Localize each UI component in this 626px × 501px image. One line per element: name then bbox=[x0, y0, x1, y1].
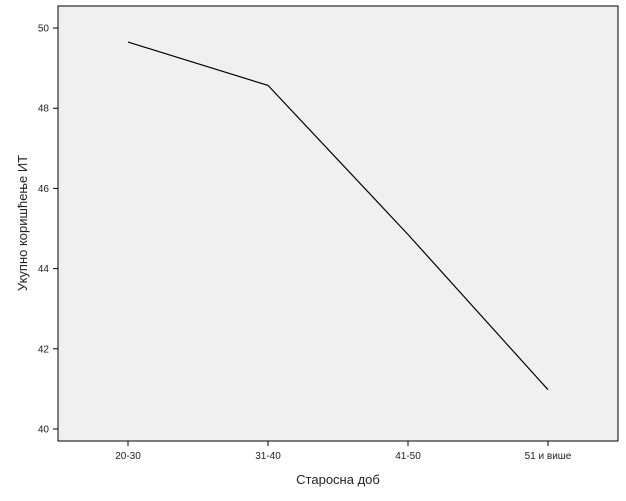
plot-area bbox=[57, 5, 619, 442]
series-line bbox=[127, 41, 549, 391]
x-axis-title: Старосна доб bbox=[296, 472, 380, 487]
y-axis-title: Укупно коришћење ИТ bbox=[15, 155, 30, 291]
x-tick-label: 20-30 bbox=[115, 451, 141, 462]
x-tick-label: 51 и више bbox=[525, 451, 572, 462]
y-tick-label: 42 bbox=[38, 344, 50, 355]
x-tick-label: 31-40 bbox=[255, 451, 281, 462]
y-tick-label: 44 bbox=[38, 264, 50, 275]
x-tick-label: 41-50 bbox=[395, 451, 421, 462]
y-tick-label: 46 bbox=[38, 184, 50, 195]
x-axis: 20-30 31-40 41-50 51 и више bbox=[115, 441, 572, 462]
y-axis: 40 42 44 46 48 50 bbox=[38, 24, 58, 435]
y-tick-label: 50 bbox=[38, 24, 50, 35]
y-tick-label: 48 bbox=[38, 104, 50, 115]
y-tick-label: 40 bbox=[38, 424, 50, 435]
series-layer bbox=[127, 41, 549, 391]
